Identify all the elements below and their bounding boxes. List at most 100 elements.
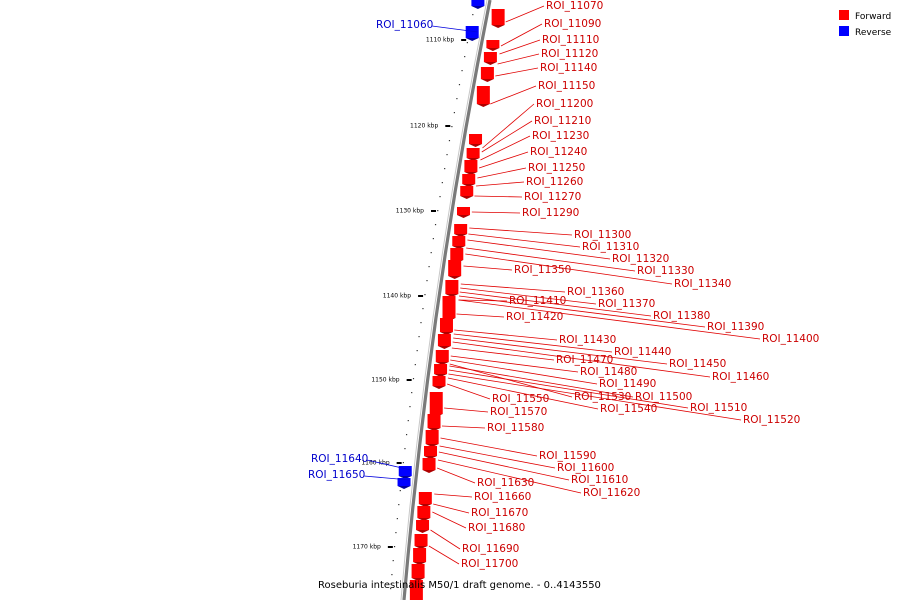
roi-label-forward[interactable]: ROI_11660 <box>474 491 531 503</box>
leader-line <box>448 369 689 409</box>
forward-feature <box>464 160 478 172</box>
roi-label-forward[interactable]: ROI_11390 <box>707 321 764 333</box>
roi-label-forward[interactable]: ROI_11520 <box>743 414 800 426</box>
roi-label-reverse[interactable]: ROI_11060 <box>376 19 433 31</box>
tick-dot <box>439 196 441 198</box>
forward-feature <box>448 260 462 276</box>
roi-label-forward[interactable]: ROI_11600 <box>557 462 614 474</box>
roi-label-forward[interactable]: ROI_11300 <box>574 229 631 241</box>
forward-feature <box>469 134 483 144</box>
roi-label-forward[interactable]: ROI_11500 <box>635 391 692 403</box>
roi-label-forward[interactable]: ROI_11690 <box>462 543 519 555</box>
roi-label-forward[interactable]: ROI_11450 <box>669 358 726 370</box>
reverse-feature <box>397 478 411 486</box>
roi-label-reverse[interactable]: ROI_11640 <box>311 453 368 465</box>
leader-line <box>460 287 597 305</box>
roi-label-forward[interactable]: ROI_11430 <box>559 334 616 346</box>
roi-label-forward[interactable]: ROI_11550 <box>492 393 549 405</box>
leader-line <box>466 247 636 272</box>
feature-arrow <box>454 234 468 237</box>
tick-dot <box>407 420 409 422</box>
roi-label-forward[interactable]: ROI_11570 <box>490 406 547 418</box>
roi-label-forward[interactable]: ROI_11270 <box>524 191 581 203</box>
roi-label-forward[interactable]: ROI_11530 <box>574 391 631 403</box>
roi-label-forward[interactable]: ROI_11380 <box>653 310 710 322</box>
roi-label-forward[interactable]: ROI_11580 <box>487 422 544 434</box>
roi-label-forward[interactable]: ROI_11470 <box>556 354 613 366</box>
roi-label-forward[interactable]: ROI_11610 <box>571 474 628 486</box>
forward-feature <box>424 446 438 456</box>
roi-label-forward[interactable]: ROI_11460 <box>712 371 769 383</box>
roi-label-forward[interactable]: ROI_11670 <box>471 507 528 519</box>
roi-label-forward[interactable]: ROI_11330 <box>637 265 694 277</box>
roi-label-forward[interactable]: ROI_11480 <box>580 366 637 378</box>
roi-label-forward[interactable]: ROI_11420 <box>506 311 563 323</box>
tick-dot <box>398 504 400 506</box>
roi-label-forward[interactable]: ROI_11200 <box>536 98 593 110</box>
roi-label-forward[interactable]: ROI_11210 <box>534 115 591 127</box>
forward-feature <box>476 86 490 104</box>
roi-label-forward[interactable]: ROI_11510 <box>690 402 747 414</box>
feature-arrow <box>469 144 483 147</box>
leader-line <box>433 503 470 514</box>
feature-arrow <box>417 518 431 521</box>
leader-line <box>478 151 529 169</box>
roi-labels: ROI_11070 ROI_11090 ROI_11110 ROI_11120 ROI_… <box>308 0 819 570</box>
roi-label-forward[interactable]: ROI_11240 <box>530 146 587 158</box>
roi-label-forward[interactable]: ROI_11360 <box>567 286 624 298</box>
roi-label-forward[interactable]: ROI_11590 <box>539 450 596 462</box>
roi-label-forward[interactable]: ROI_11340 <box>674 278 731 290</box>
roi-label-forward[interactable]: ROI_11680 <box>468 522 525 534</box>
roi-label-forward[interactable]: ROI_11070 <box>546 0 603 12</box>
forward-feature <box>450 248 464 260</box>
roi-label-forward[interactable]: ROI_11620 <box>583 487 640 499</box>
feature-arrow <box>460 196 474 199</box>
tick-dot <box>418 336 420 338</box>
roi-label-forward[interactable]: ROI_11260 <box>526 176 583 188</box>
roi-label-forward[interactable]: ROI_11140 <box>540 62 597 74</box>
feature-arrow <box>432 386 446 389</box>
tick-dot <box>422 308 424 310</box>
leader-line <box>456 313 505 318</box>
reverse-feature <box>465 26 479 38</box>
roi-label-forward[interactable]: ROI_11090 <box>544 18 601 30</box>
roi-label-forward[interactable]: ROI_11350 <box>514 264 571 276</box>
roi-label-forward[interactable]: ROI_11490 <box>599 378 656 390</box>
forward-feature <box>486 40 500 48</box>
roi-label-forward[interactable]: ROI_11370 <box>598 298 655 310</box>
leader-line <box>450 355 579 373</box>
roi-label-forward[interactable]: ROI_11290 <box>522 207 579 219</box>
leader-line <box>452 341 711 378</box>
leader-line <box>460 283 566 293</box>
roi-label-forward[interactable]: ROI_11110 <box>542 34 599 46</box>
kbp-tick-mark <box>406 379 412 381</box>
forward-feature <box>457 207 471 215</box>
tick-dot <box>434 224 437 226</box>
roi-label-forward[interactable]: ROI_11400 <box>762 333 819 345</box>
feature-arrow <box>471 6 485 9</box>
roi-label-forward[interactable]: ROI_11410 <box>509 295 566 307</box>
roi-label-forward[interactable]: ROI_11250 <box>528 162 585 174</box>
leader-line <box>505 5 545 23</box>
kbp-tick-label: 1160 kbp <box>361 460 389 467</box>
feature-arrow <box>466 158 480 161</box>
roi-label-forward[interactable]: ROI_11540 <box>600 403 657 415</box>
roi-label-forward[interactable]: ROI_11440 <box>614 346 671 358</box>
roi-label-forward[interactable]: ROI_11630 <box>477 477 534 489</box>
roi-label-forward[interactable]: ROI_11230 <box>532 130 589 142</box>
forward-feature <box>427 414 441 428</box>
feature-arrow <box>465 38 479 41</box>
leader-line <box>454 329 558 341</box>
roi-label-reverse[interactable]: ROI_11650 <box>308 469 365 481</box>
tick-dots <box>390 14 474 590</box>
kbp-tick-mark <box>418 295 424 297</box>
legend-reverse-swatch <box>839 26 849 36</box>
roi-label-forward[interactable]: ROI_11310 <box>582 241 639 253</box>
roi-label-forward[interactable]: ROI_11120 <box>541 48 598 60</box>
kbp-ticks: 1110 kbp 1120 kbp 1130 kbp 1140 kbp 1150 kbp… <box>353 37 467 551</box>
roi-label-forward[interactable]: ROI_11320 <box>612 253 669 265</box>
roi-label-forward[interactable]: ROI_11150 <box>538 80 595 92</box>
tick-dot <box>412 378 415 380</box>
roi-label-forward[interactable]: ROI_11700 <box>461 558 518 570</box>
feature-arrow <box>452 246 466 249</box>
